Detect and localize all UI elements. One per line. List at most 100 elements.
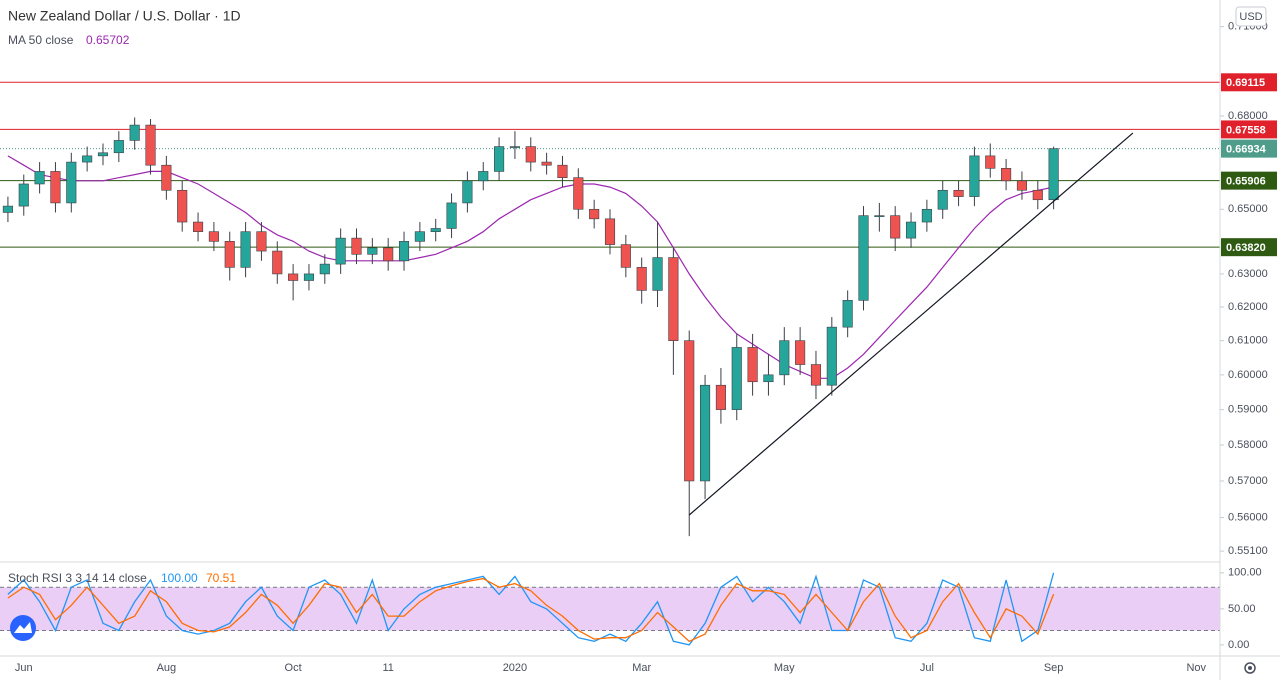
settings-gear[interactable] bbox=[1244, 662, 1256, 674]
ma-legend: MA 50 close bbox=[8, 33, 74, 47]
candle-body bbox=[1032, 189, 1043, 201]
candle-body bbox=[494, 146, 505, 172]
ma-value: 0.65702 bbox=[86, 33, 130, 47]
candle-body bbox=[414, 231, 425, 242]
chart-title: New Zealand Dollar / U.S. Dollar · 1D bbox=[8, 8, 241, 24]
level-label: 0.67558 bbox=[1226, 124, 1266, 136]
candle-body bbox=[272, 250, 283, 275]
candle-body bbox=[398, 241, 410, 262]
candle-body bbox=[541, 161, 552, 166]
candle-body bbox=[969, 155, 980, 197]
candle-body bbox=[335, 237, 346, 265]
oscillator-line bbox=[7, 572, 1055, 646]
y-tick-label: 0.61000 bbox=[1228, 335, 1268, 347]
candle-body bbox=[113, 140, 124, 154]
ma-line bbox=[7, 155, 1054, 379]
candle-body bbox=[367, 247, 378, 255]
trendline bbox=[688, 132, 1134, 516]
candle-body bbox=[779, 340, 790, 376]
candle-body bbox=[937, 189, 948, 210]
oscillator-title: Stoch RSI 3 3 14 14 close bbox=[8, 571, 147, 585]
x-tick-label: 11 bbox=[382, 662, 393, 674]
oscillator-tick-label: 100.00 bbox=[1228, 567, 1262, 579]
candle-body bbox=[430, 228, 441, 232]
level-label: 0.69115 bbox=[1226, 77, 1265, 89]
candle-body bbox=[177, 189, 188, 223]
candle-body bbox=[874, 215, 885, 217]
currency-button[interactable] bbox=[1235, 6, 1267, 27]
settings-icon[interactable] bbox=[1244, 662, 1256, 674]
candle-body bbox=[684, 340, 695, 482]
candle-body bbox=[668, 257, 679, 341]
candle-body bbox=[985, 155, 996, 169]
oscillator-tick-label: 0.00 bbox=[1228, 639, 1249, 651]
candle-body bbox=[589, 208, 600, 220]
candle-body bbox=[810, 364, 822, 386]
currency-label: USD bbox=[1239, 11, 1262, 23]
candle-body bbox=[747, 347, 758, 383]
candle-body bbox=[462, 180, 473, 204]
x-tick-label: Jul bbox=[920, 662, 934, 674]
level-label: 0.65906 bbox=[1226, 176, 1266, 188]
oscillator-k-value: 100.00 bbox=[161, 571, 198, 585]
candle-body bbox=[129, 124, 140, 141]
candle-body bbox=[34, 171, 45, 185]
candle-body bbox=[715, 384, 726, 410]
candle-body bbox=[303, 273, 315, 281]
x-tick-label: Sep bbox=[1044, 662, 1064, 674]
oscillator-tick-label: 50.00 bbox=[1228, 603, 1256, 615]
candle-body bbox=[620, 244, 631, 268]
candle-body bbox=[446, 202, 457, 229]
y-tick-label: 0.60000 bbox=[1228, 369, 1268, 381]
candle-body bbox=[921, 208, 932, 223]
candle-body bbox=[573, 177, 584, 210]
y-tick-label: 0.58000 bbox=[1228, 439, 1268, 451]
logo-mark bbox=[14, 622, 32, 633]
x-tick-label: Oct bbox=[285, 662, 302, 674]
candle-body bbox=[1001, 168, 1012, 182]
candle-body bbox=[208, 231, 219, 242]
candle-body bbox=[1048, 148, 1059, 201]
current-price-label: 0.66934 bbox=[1226, 144, 1267, 156]
candle-body bbox=[525, 146, 536, 163]
y-tick-label: 0.62000 bbox=[1228, 301, 1268, 313]
candle-body bbox=[256, 231, 267, 252]
candle-body bbox=[557, 164, 568, 178]
oscillator-line bbox=[7, 577, 1055, 643]
x-tick-label: Aug bbox=[157, 662, 177, 674]
candle-body bbox=[97, 152, 109, 157]
y-tick-label: 0.55100 bbox=[1228, 545, 1268, 557]
current-price-box bbox=[1221, 139, 1277, 158]
axes: 0.710000.680000.650000.630000.620000.610… bbox=[15, 21, 1277, 674]
level-label: 0.63820 bbox=[1226, 242, 1266, 254]
candle-body bbox=[763, 374, 774, 383]
oscillator-d-value: 70.51 bbox=[206, 571, 236, 585]
candle-body bbox=[842, 300, 853, 328]
candle-body bbox=[890, 215, 901, 239]
candle-body bbox=[700, 384, 711, 482]
candle-body bbox=[731, 347, 742, 410]
candle-body bbox=[604, 218, 616, 245]
candle-body bbox=[224, 241, 235, 268]
x-tick-label: Mar bbox=[632, 662, 651, 674]
y-tick-label: 0.59000 bbox=[1228, 404, 1268, 416]
candle-body bbox=[319, 263, 330, 275]
candle-body bbox=[652, 257, 663, 291]
candle-body bbox=[478, 171, 489, 182]
settings-hub[interactable] bbox=[1248, 666, 1252, 670]
candle-body bbox=[66, 161, 77, 204]
candle-body bbox=[1016, 180, 1028, 191]
candle-body bbox=[145, 124, 156, 166]
x-tick-label: May bbox=[774, 662, 795, 674]
level-label-box bbox=[1221, 73, 1277, 92]
candle-body bbox=[192, 221, 204, 232]
candle-body bbox=[858, 215, 869, 301]
candle-body bbox=[240, 231, 251, 268]
y-tick-label: 0.56000 bbox=[1228, 511, 1268, 523]
candle-body bbox=[161, 164, 172, 191]
candle-body bbox=[636, 267, 647, 291]
candle-body bbox=[383, 247, 394, 262]
